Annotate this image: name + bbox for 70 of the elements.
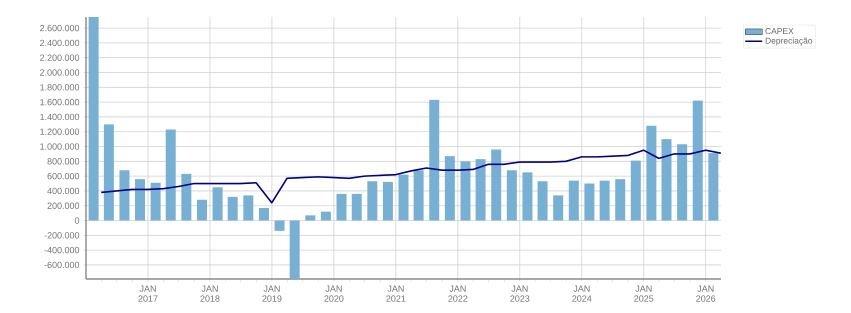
bar <box>460 161 470 221</box>
bar <box>352 194 362 221</box>
x-tick-label: JAN 2019 <box>262 286 282 302</box>
x-tick-label: JAN 2021 <box>386 286 406 302</box>
bar <box>336 194 347 221</box>
bar <box>104 124 114 221</box>
bar <box>212 187 223 221</box>
bar <box>181 174 192 221</box>
bar <box>135 179 146 221</box>
y-tick-label: 1.400.000 <box>40 114 80 120</box>
y-tick-label: 2.600.000 <box>40 24 80 32</box>
bar <box>429 100 440 221</box>
x-tick-label: JAN 2025 <box>634 286 654 302</box>
y-tick-label: 1.800.000 <box>40 84 80 90</box>
y-tick-label: 0 <box>74 217 80 224</box>
y-tick-label: 2.000.000 <box>40 69 80 76</box>
y-tick-label: -600.000 <box>44 262 80 268</box>
bar <box>150 182 161 221</box>
bar <box>646 126 656 221</box>
bar <box>600 180 610 221</box>
bar <box>584 184 594 221</box>
x-tick-label: JAN 2026 <box>696 286 716 302</box>
bar <box>568 180 579 221</box>
bar <box>444 156 455 221</box>
bar <box>305 215 316 221</box>
x-tick-label: JAN 2023 <box>510 286 530 302</box>
x-tick-label: JAN 2018 <box>200 286 220 302</box>
bar <box>398 174 409 221</box>
y-tick-label: -400.000 <box>44 246 80 254</box>
x-tick-label: JAN 2022 <box>448 286 468 302</box>
bar <box>538 181 548 221</box>
bar <box>677 144 688 221</box>
bar <box>119 170 130 221</box>
bar <box>692 100 703 221</box>
bar <box>476 159 486 221</box>
bar <box>88 16 99 221</box>
bar <box>258 208 269 221</box>
bar <box>320 212 331 221</box>
y-tick-label: 1.600.000 <box>40 98 80 106</box>
bar <box>228 196 238 221</box>
bar <box>615 179 626 221</box>
bar <box>274 220 285 231</box>
legend-label: CAPEX <box>765 28 794 34</box>
bar <box>382 182 393 221</box>
bar <box>243 195 254 221</box>
y-tick-label: -200.000 <box>44 232 80 239</box>
y-tick-label: 1.000.000 <box>40 143 80 150</box>
y-tick-label: 200.000 <box>48 202 80 209</box>
x-tick-label: JAN 2024 <box>572 286 592 302</box>
y-tick-label: 600.000 <box>48 172 80 180</box>
bar <box>414 170 424 221</box>
bar <box>196 200 207 221</box>
y-tick-label: 2.400.000 <box>40 40 80 46</box>
legend-label: Depreciação <box>766 37 812 46</box>
y-tick-label: 800.000 <box>47 158 80 164</box>
bar <box>662 139 672 221</box>
y-tick-label: 2.200.000 <box>40 54 80 61</box>
bar <box>708 153 718 221</box>
x-tick-label: JAN 2020 <box>324 286 344 302</box>
bar <box>166 129 176 221</box>
y-tick-label: 400.000 <box>47 188 80 194</box>
bar <box>290 220 300 279</box>
bar <box>491 149 502 221</box>
bar <box>367 181 378 221</box>
bar <box>506 170 517 221</box>
y-tick-label: 1.200.000 <box>40 128 80 135</box>
x-tick-label: JAN 2017 <box>138 286 158 302</box>
bar <box>630 160 641 221</box>
bar <box>522 172 532 221</box>
bar <box>553 195 564 221</box>
